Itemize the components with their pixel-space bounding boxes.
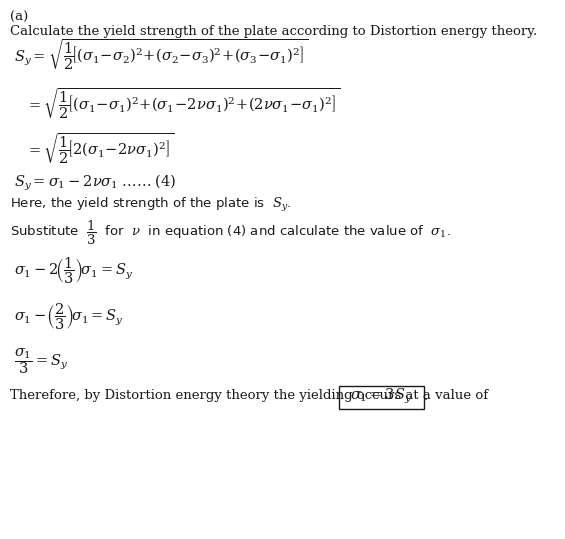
Text: $=\sqrt{\dfrac{1}{2}\!\left[(\sigma_1\!-\!\sigma_1)^2\!+\!(\sigma_1\!-\!2\nu\sig: $=\sqrt{\dfrac{1}{2}\!\left[(\sigma_1\!-…	[26, 87, 340, 121]
Text: Calculate the yield strength of the plate according to Distortion energy theory.: Calculate the yield strength of the plat…	[10, 25, 537, 38]
Text: $=\sqrt{\dfrac{1}{2}\!\left[2(\sigma_1\!-\!2\nu\sigma_1)^2\right]}$: $=\sqrt{\dfrac{1}{2}\!\left[2(\sigma_1\!…	[26, 132, 174, 166]
Text: Substitute  $\dfrac{1}{3}$  for  $\nu$  in equation (4) and calculate the value : Substitute $\dfrac{1}{3}$ for $\nu$ in e…	[10, 219, 451, 247]
Text: $\sigma_1 - \!\left(\dfrac{2}{3}\right)\!\sigma_1 = S_y$: $\sigma_1 - \!\left(\dfrac{2}{3}\right)\…	[14, 302, 124, 332]
Text: $\sigma_1 = 3S_y$: $\sigma_1 = 3S_y$	[350, 386, 412, 406]
Text: Here, the yield strength of the plate is  $S_y$.: Here, the yield strength of the plate is…	[10, 196, 292, 214]
Text: (a): (a)	[10, 11, 28, 24]
Text: Therefore, by Distortion energy theory the yielding occurs at a value of: Therefore, by Distortion energy theory t…	[10, 390, 488, 403]
FancyBboxPatch shape	[338, 385, 424, 409]
Text: $\dfrac{\sigma_1}{3} = S_y$: $\dfrac{\sigma_1}{3} = S_y$	[14, 346, 68, 376]
Text: .: .	[424, 390, 428, 403]
Text: $S_y = \sigma_1 - 2\nu\sigma_1 \;\ldots\ldots\; (4)$: $S_y = \sigma_1 - 2\nu\sigma_1 \;\ldots\…	[14, 173, 176, 193]
Text: $S_y = \sqrt{\dfrac{1}{2}\!\left[(\sigma_1\!-\!\sigma_2)^2\!+\!(\sigma_2\!-\!\si: $S_y = \sqrt{\dfrac{1}{2}\!\left[(\sigma…	[14, 38, 308, 72]
Text: $\sigma_1 - 2\!\left(\dfrac{1}{3}\right)\!\sigma_1 = S_y$: $\sigma_1 - 2\!\left(\dfrac{1}{3}\right)…	[14, 255, 133, 286]
